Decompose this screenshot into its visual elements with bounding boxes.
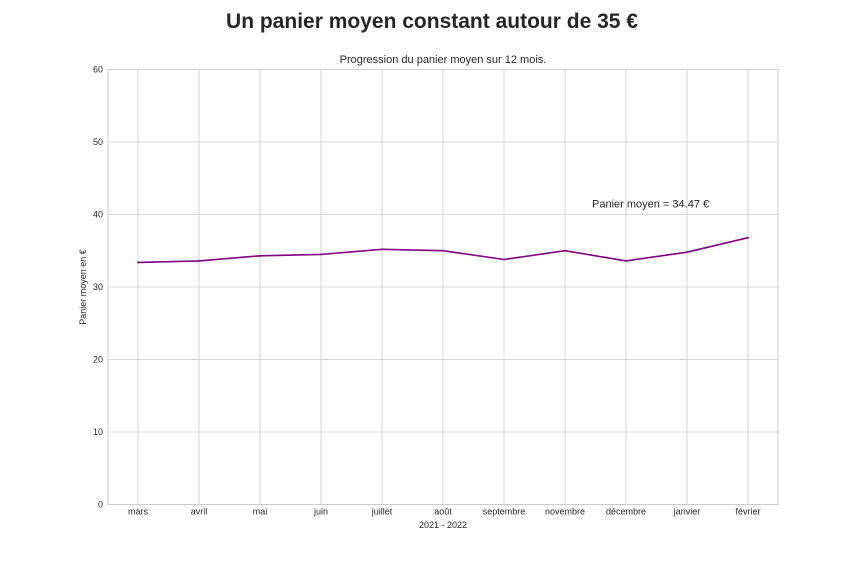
y-axis-ticks: 0 10 20 30 40 50 60 bbox=[93, 65, 103, 510]
x-tick-label: février bbox=[735, 507, 760, 517]
x-tick-label: août bbox=[434, 507, 452, 517]
x-tick-label: juillet bbox=[371, 507, 393, 517]
y-tick-label: 0 bbox=[98, 500, 103, 510]
plot-frame bbox=[107, 69, 779, 505]
data-point bbox=[198, 259, 200, 262]
y-tick-label: 10 bbox=[93, 427, 103, 437]
x-tick-label: novembre bbox=[545, 507, 585, 517]
data-point bbox=[747, 236, 749, 239]
x-tick-label: mai bbox=[253, 507, 268, 517]
y-tick-label: 60 bbox=[93, 65, 103, 75]
x-tick-label: avril bbox=[191, 507, 208, 517]
x-tick-label: juin bbox=[313, 507, 328, 517]
series-layer bbox=[137, 236, 749, 264]
data-point bbox=[320, 253, 322, 256]
x-tick-label: janvier bbox=[673, 507, 701, 517]
y-tick-label: 30 bbox=[93, 282, 103, 292]
y-tick-label: 20 bbox=[93, 355, 103, 365]
data-point bbox=[137, 261, 139, 264]
average-annotation: Panier moyen = 34.47 € bbox=[592, 199, 709, 211]
y-axis-label: Panier moyen en € bbox=[78, 249, 88, 325]
data-point bbox=[442, 249, 444, 252]
chart-subtitle: Progression du panier moyen sur 12 mois. bbox=[340, 54, 547, 66]
x-tick-label: septembre bbox=[483, 507, 526, 517]
x-tick-label: mars bbox=[128, 507, 148, 517]
x-axis-ticks: mars avril mai juin juillet août septembre nove… bbox=[128, 507, 761, 517]
x-axis-label: 2021 - 2022 bbox=[419, 520, 467, 530]
data-point bbox=[686, 251, 688, 254]
data-point bbox=[259, 254, 261, 257]
chart-title: Un panier moyen constant autour de 35 € bbox=[226, 10, 638, 33]
data-point bbox=[564, 249, 566, 252]
data-point bbox=[503, 258, 505, 261]
data-point bbox=[625, 259, 627, 262]
grid bbox=[108, 69, 778, 505]
x-tick-label: décembre bbox=[606, 507, 646, 517]
data-point bbox=[381, 248, 383, 251]
y-tick-label: 50 bbox=[93, 137, 103, 147]
y-tick-label: 40 bbox=[93, 210, 103, 220]
